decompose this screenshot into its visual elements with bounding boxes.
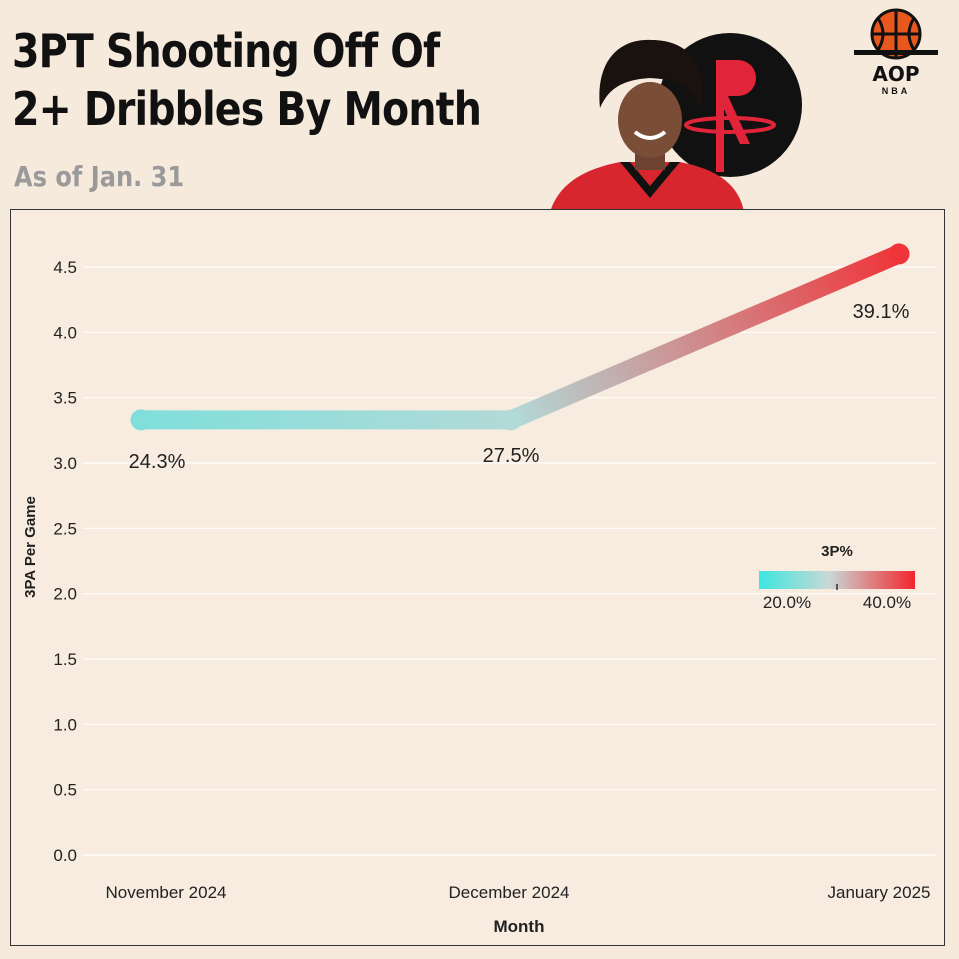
- smile: [633, 130, 667, 140]
- series-line-segment: [501, 244, 909, 430]
- data-point: [500, 409, 522, 431]
- y-tick-label: 2.5: [53, 519, 77, 538]
- line-chart: 0.0 0.5 1.0 1.5 2.0 2.5 3.0 3.5 4.0 4.5 November …: [22, 243, 936, 936]
- jersey-collar: [620, 162, 680, 198]
- logo-text: AOP: [872, 62, 920, 86]
- legend-min-label: 20.0%: [763, 593, 811, 612]
- y-tick-label: 4.5: [53, 258, 77, 277]
- legend-title: 3P%: [821, 543, 853, 560]
- title-line-2: 2+ Dribbles By Month: [12, 82, 482, 136]
- data-label: 24.3%: [129, 451, 186, 473]
- title-line-1: 3PT Shooting Off Of: [12, 24, 440, 78]
- data-point: [130, 409, 152, 431]
- y-tick-label: 1.0: [53, 715, 77, 734]
- rockets-logo-icon: [684, 60, 776, 172]
- x-tick-label: January 2025: [827, 883, 930, 902]
- y-axis-title: 3PA Per Game: [22, 496, 39, 598]
- chart-title: 3PT Shooting Off Of 2+ Dribbles By Month: [12, 22, 482, 138]
- y-tick-label: 2.0: [53, 585, 77, 604]
- y-tick-label: 3.5: [53, 389, 77, 408]
- color-legend: 3P% 20.0% 40.0%: [759, 543, 915, 612]
- chart-panel: 0.0 0.5 1.0 1.5 2.0 2.5 3.0 3.5 4.0 4.5 November …: [10, 209, 945, 946]
- player-photo: [550, 33, 802, 212]
- face: [618, 82, 682, 158]
- y-tick-label: 0.5: [53, 781, 77, 800]
- x-tick-label: November 2024: [106, 883, 227, 902]
- y-tick-label: 1.5: [53, 650, 77, 669]
- data-point: [888, 243, 910, 265]
- chart-subtitle: As of Jan. 31: [14, 160, 185, 193]
- y-tick-label: 0.0: [53, 846, 77, 865]
- logo-subtext: NBA: [881, 86, 911, 96]
- legend-max-label: 40.0%: [863, 593, 911, 612]
- x-tick-label: December 2024: [449, 883, 570, 902]
- hair: [599, 39, 703, 110]
- y-tick-label: 3.0: [53, 454, 77, 473]
- y-tick-label: 4.0: [53, 323, 77, 342]
- x-axis-title: Month: [494, 917, 545, 936]
- basketball-icon: [854, 8, 938, 60]
- aop-logo: AOP NBA: [848, 8, 944, 100]
- data-label: 39.1%: [853, 301, 910, 323]
- legend-gradient-bar: [759, 571, 915, 589]
- data-label: 27.5%: [483, 445, 540, 467]
